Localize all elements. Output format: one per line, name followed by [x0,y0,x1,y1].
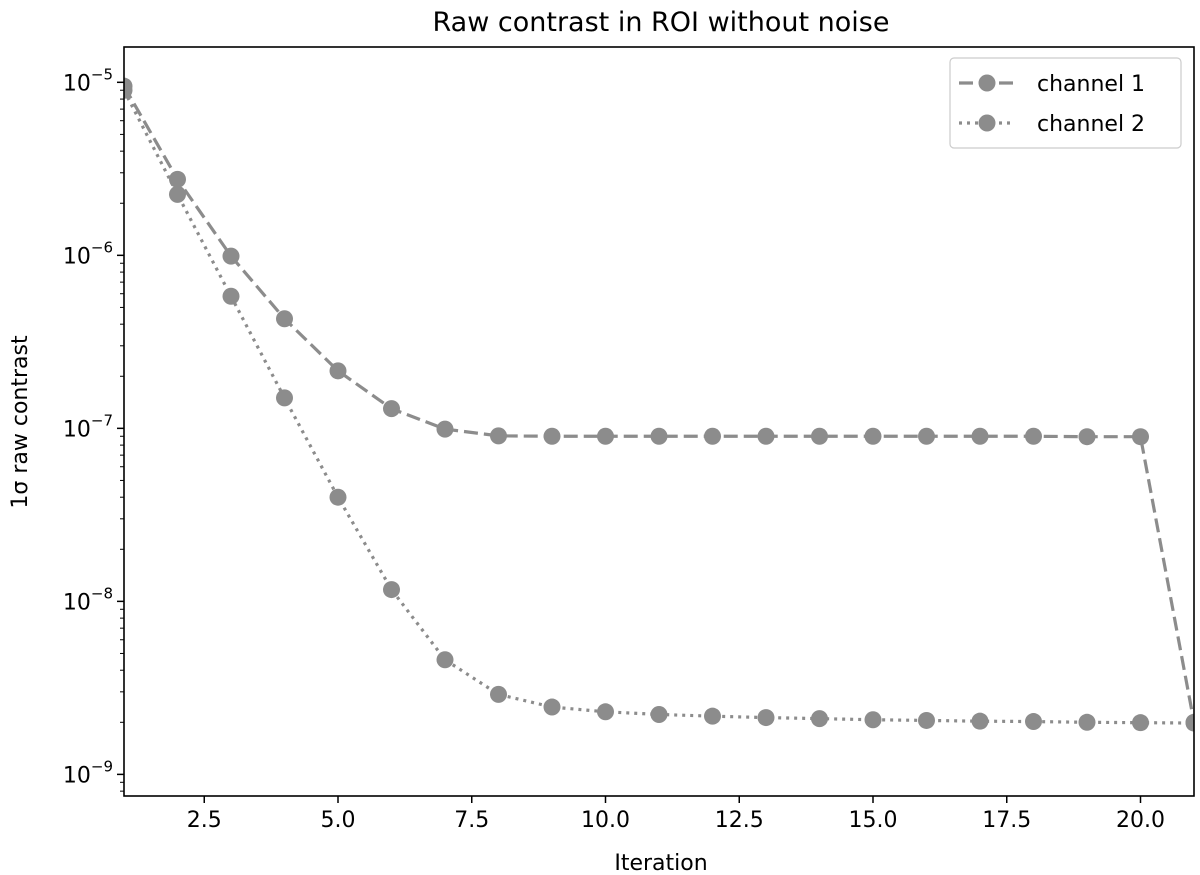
axes: 2.5 5.0 7.5 10.0 12.5 15.0 17.5 20.0 10−5 10−6 10−… [63,46,1195,833]
series-2-point-18 [1025,713,1042,731]
series-1-point-4 [276,310,293,328]
legend-label-1: channel 1 [1037,72,1145,97]
x-axis-title: Iteration [614,851,707,875]
y-tick-label: 10−5 [63,65,113,96]
x-tick-label: 15.0 [849,808,898,833]
legend-entry-2: channel 2 [959,112,1145,137]
series-2-point-13 [757,709,775,727]
series-2-point-2 [169,185,186,203]
legend-marker-2 [978,114,996,132]
series-1 [124,77,1194,731]
series-2-point-4 [276,389,293,407]
series-2-point-10 [597,703,614,721]
series-1-point-8 [490,427,507,445]
series-1-point-12 [704,427,721,445]
y-tick-label: 10−7 [63,411,113,442]
y-tick-label: 10−8 [63,584,113,615]
series-line-1 [124,85,1194,723]
series-2-point-3 [222,287,240,305]
y-tick-label: 10−6 [63,238,113,269]
x-tick-label: 7.5 [454,808,489,833]
series-1-point-10 [597,427,614,445]
x-tick-label: 10.0 [581,808,630,833]
legend: channel 1 channel 2 [949,57,1182,149]
legend-label-2: channel 2 [1037,112,1145,137]
series-2-point-11 [650,705,668,723]
x-tick-label: 17.5 [982,808,1031,833]
series-2-point-14 [811,710,828,728]
series-1-point-17 [971,427,989,445]
x-tick-label: 20.0 [1116,808,1165,833]
series-1-point-3 [222,247,240,265]
legend-marker-1 [978,74,996,92]
series-2-point-1 [124,81,133,99]
series-1-point-13 [757,427,775,445]
chart-title: Raw contrast in ROI without noise [433,7,890,38]
y-axis-title: 1σ raw contrast [8,335,33,509]
y-tick-label: 10−9 [63,757,113,788]
series-2-point-15 [864,711,882,729]
series-1-point-5 [329,362,347,380]
axes-frame [123,46,1195,797]
series-2-point-5 [329,488,347,506]
legend-box [949,57,1182,149]
series-1-point-16 [918,427,935,445]
series-1-point-14 [811,427,828,445]
series-1-point-7 [436,420,454,438]
series-2-point-19 [1078,713,1096,731]
series-2-point-9 [543,698,561,716]
series-layer [124,77,1194,732]
y-axis-title-text: 1σ raw contrast [8,335,33,509]
series-1-point-18 [1025,427,1042,445]
series-2-point-8 [490,685,507,703]
series-1-point-20 [1132,428,1149,446]
series-2-point-16 [918,711,935,729]
series-1-point-15 [864,427,882,445]
series-2-point-21 [1185,714,1194,732]
series-2-point-12 [704,707,721,725]
series-line-2 [124,89,1194,725]
series-1-point-9 [543,427,561,445]
series-2-point-7 [436,651,454,669]
legend-entry-1: channel 1 [959,72,1145,97]
series-2 [124,81,1194,732]
series-2-point-6 [383,581,400,599]
series-2-point-17 [971,712,989,730]
series-1-point-11 [650,427,668,445]
series-2-point-20 [1132,714,1149,732]
x-tick-label: 12.5 [715,808,764,833]
series-1-point-6 [383,400,400,418]
x-tick-label: 2.5 [187,808,222,833]
x-tick-label: 5.0 [321,808,356,833]
series-1-point-19 [1078,428,1096,446]
